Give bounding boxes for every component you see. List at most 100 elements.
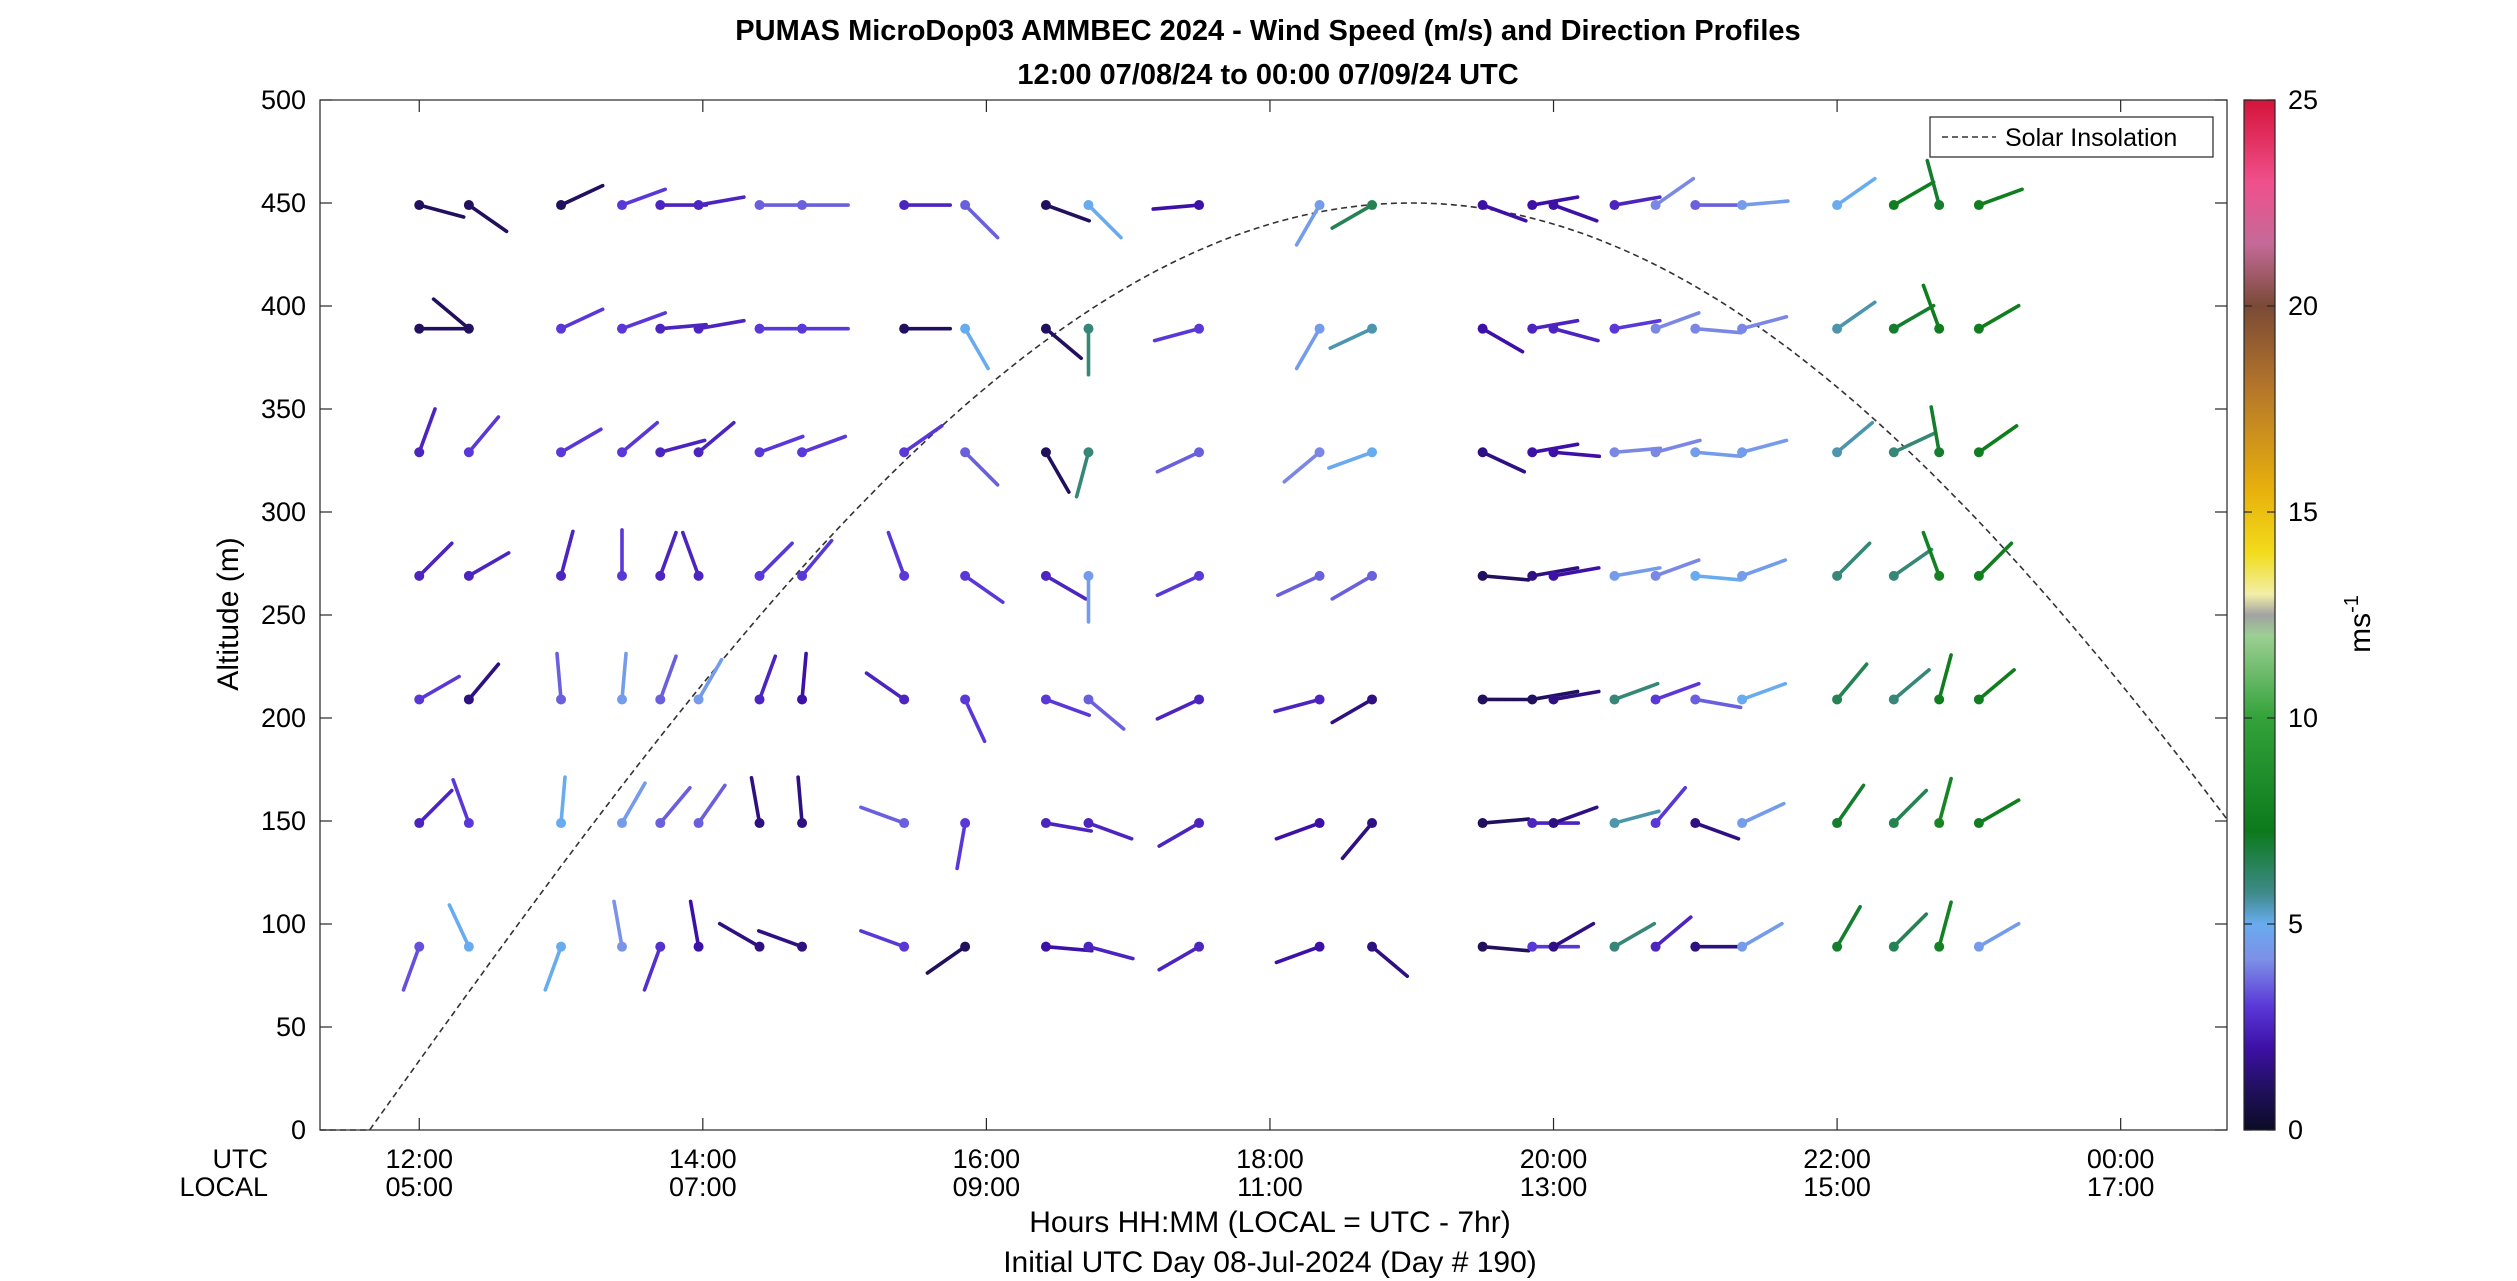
wind-barb <box>414 788 454 829</box>
wind-barb-dot <box>1477 818 1488 829</box>
wind-barb-stick <box>1155 450 1201 474</box>
x-tick-label-local: 15:00 <box>1803 1172 1871 1202</box>
wind-barb-stick <box>467 551 511 578</box>
wind-barb-dot <box>693 941 704 952</box>
wind-barb-dot <box>1548 447 1559 458</box>
wind-barb-dot <box>1609 570 1620 581</box>
wind-barb <box>1888 912 1929 952</box>
wind-barb <box>617 651 628 705</box>
wind-barb-stick <box>1151 203 1201 211</box>
wind-barb <box>886 530 910 581</box>
wind-barb-dot <box>617 323 628 334</box>
wind-barb-dot <box>1194 200 1205 211</box>
wind-barb-stick <box>1892 430 1938 455</box>
wind-barb-stick <box>1273 697 1322 714</box>
wind-barb <box>1609 318 1662 334</box>
wind-barb-stick <box>1155 697 1201 721</box>
wind-barb-dot <box>1832 570 1843 581</box>
wind-barb <box>1737 681 1788 705</box>
wind-barb <box>797 200 850 211</box>
wind-barb-stick <box>749 775 762 825</box>
wind-barb-dot <box>655 200 666 211</box>
wind-barb-dot <box>899 447 910 458</box>
wind-barb <box>1888 303 1936 334</box>
wind-barb <box>1609 809 1661 829</box>
wind-barb <box>797 651 808 705</box>
wind-barb <box>414 674 461 705</box>
wind-barb-dot <box>1314 200 1325 211</box>
wind-barb <box>1690 200 1744 211</box>
wind-barb-stick <box>717 921 762 949</box>
wind-barb-stick <box>859 805 906 825</box>
wind-barb <box>1925 158 1945 211</box>
wind-barb <box>1690 941 1744 952</box>
wind-barb <box>960 694 987 744</box>
wind-barb-dot <box>693 447 704 458</box>
wind-barb-stick <box>886 530 906 578</box>
wind-barb-stick <box>1929 405 1941 455</box>
wind-barb <box>1650 438 1702 458</box>
wind-barb-dot <box>1690 570 1701 581</box>
wind-barb <box>1040 200 1091 223</box>
colorbar-tick-label: 10 <box>2288 703 2318 733</box>
wind-barb-dot <box>797 447 808 458</box>
wind-barb-stick <box>559 775 567 825</box>
wind-barb <box>556 183 605 211</box>
wind-barb-dot <box>1888 447 1899 458</box>
x-tick-label-utc: 14:00 <box>669 1144 737 1174</box>
wind-barb-dot <box>1973 570 1984 581</box>
wind-barb-dot <box>617 941 628 952</box>
wind-barb <box>864 671 910 705</box>
wind-barb <box>617 311 668 334</box>
y-tick-label: 150 <box>261 806 306 836</box>
wind-barb-stick <box>800 651 808 702</box>
wind-barb-stick <box>1551 450 1602 459</box>
wind-barb-stick <box>1330 574 1374 601</box>
wind-barb <box>1737 314 1789 334</box>
wind-barb-stick <box>800 538 834 578</box>
wind-barb-stick <box>1612 195 1662 207</box>
x-tick-label-utc: 18:00 <box>1236 1144 1304 1174</box>
y-axis-label: Altitude (m) <box>212 537 245 690</box>
wind-barb-dot <box>1934 200 1945 211</box>
wind-barb-stick <box>467 415 501 455</box>
wind-barb <box>1040 447 1071 494</box>
wind-barb <box>1282 447 1325 484</box>
wind-barb-dot <box>1083 694 1094 705</box>
wind-barb <box>797 538 834 581</box>
wind-barb <box>859 929 910 952</box>
wind-barb <box>756 929 808 952</box>
wind-barb-dot <box>960 570 971 581</box>
wind-barb-dot <box>1650 447 1661 458</box>
wind-barb <box>1155 447 1205 474</box>
wind-barb-stick <box>1921 283 1941 331</box>
wind-barb <box>1083 200 1123 240</box>
wind-barb-dot <box>1973 694 1984 705</box>
wind-barb-stick <box>1480 944 1531 953</box>
x-tick-label-local: 07:00 <box>669 1172 737 1202</box>
wind-barb-dot <box>1832 694 1843 705</box>
wind-barb-stick <box>1653 438 1702 455</box>
wind-barb <box>1929 405 1945 458</box>
wind-barb <box>899 424 944 458</box>
wind-barb-stick <box>1977 668 2016 702</box>
wind-barb-dot <box>1690 447 1701 458</box>
wind-barb-dot <box>1527 323 1538 334</box>
wind-barb-dot <box>655 447 666 458</box>
wind-barb-dot <box>1477 200 1488 211</box>
wind-barb <box>617 420 660 458</box>
wind-barb <box>1973 668 2016 705</box>
wind-barb <box>1477 570 1531 582</box>
wind-barb-dot <box>1737 200 1748 211</box>
wind-barb <box>1548 805 1599 829</box>
wind-barb-dot <box>1527 570 1538 581</box>
wind-barb-stick <box>1551 689 1601 702</box>
y-tick-label: 350 <box>261 394 306 424</box>
wind-barb <box>693 783 727 829</box>
wind-barb-stick <box>1086 697 1126 731</box>
wind-barb-stick <box>620 781 647 825</box>
wind-barb-dot <box>1314 570 1325 581</box>
x-tick-label-local: 17:00 <box>2087 1172 2155 1202</box>
wind-barb-stick <box>1977 424 2019 455</box>
wind-barb <box>1152 323 1205 343</box>
